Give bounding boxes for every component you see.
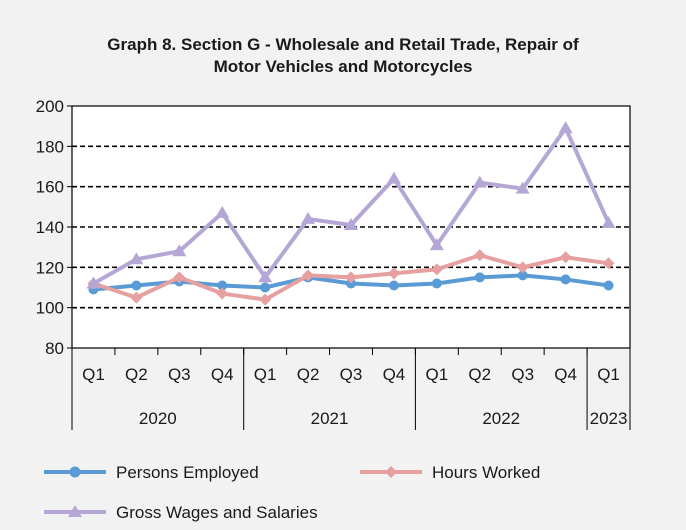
y-tick-label-200: 200	[36, 97, 64, 116]
data-point-triangle	[258, 270, 273, 283]
x-group-label-year: 2021	[311, 409, 349, 428]
data-point-triangle	[301, 211, 316, 224]
y-tick-label-80: 80	[45, 339, 64, 358]
chart-title: Graph 8. Section G - Wholesale and Retai…	[0, 34, 686, 78]
data-point-diamond	[216, 287, 229, 300]
x-tick-label-quarter: Q4	[554, 365, 577, 384]
legend-label: Persons Employed	[116, 463, 259, 482]
y-tick-label-140: 140	[36, 218, 64, 237]
x-tick-label-quarter: Q4	[211, 365, 234, 384]
data-point-circle	[603, 280, 614, 291]
data-point-circle	[131, 280, 142, 291]
x-tick-label-quarter: Q3	[340, 365, 363, 384]
data-point-triangle	[429, 238, 444, 251]
data-point-diamond	[130, 291, 143, 304]
data-point-triangle	[215, 205, 230, 218]
legend-item-0: Persons Employed	[44, 463, 259, 482]
data-point-circle	[431, 278, 442, 289]
x-tick-label-quarter: Q2	[297, 365, 320, 384]
data-point-circle	[260, 282, 271, 293]
data-point-triangle	[558, 121, 573, 134]
y-tick-label-180: 180	[36, 137, 64, 156]
x-group-label-year: 2020	[139, 409, 177, 428]
x-tick-label-quarter: Q1	[254, 365, 277, 384]
legend-marker-diamond	[385, 466, 397, 478]
x-group-label-year: 2023	[590, 409, 628, 428]
y-tick-label-160: 160	[36, 178, 64, 197]
data-point-diamond	[302, 269, 315, 282]
chart-title-line-1: Graph 8. Section G - Wholesale and Retai…	[107, 35, 579, 54]
data-point-triangle	[344, 217, 358, 230]
data-point-circle	[346, 278, 356, 289]
y-tick-label-120: 120	[36, 258, 64, 277]
data-point-diamond	[173, 271, 186, 284]
legend-label: Hours Worked	[432, 463, 540, 482]
data-point-diamond	[473, 249, 486, 262]
chart-title-line-2: Motor Vehicles and Motorcycles	[213, 57, 473, 76]
data-point-circle	[388, 280, 399, 291]
x-tick-label-quarter: Q1	[426, 365, 449, 384]
x-group-label-year: 2022	[482, 409, 520, 428]
x-tick-label-quarter: Q1	[82, 365, 105, 384]
data-point-diamond	[259, 293, 272, 306]
data-point-diamond	[559, 251, 572, 264]
data-point-circle	[517, 270, 528, 281]
data-point-diamond	[430, 263, 443, 276]
data-point-triangle	[129, 252, 144, 265]
x-tick-label-quarter: Q2	[125, 365, 148, 384]
data-point-diamond	[345, 271, 357, 284]
data-point-diamond	[387, 267, 400, 280]
data-point-triangle	[86, 276, 101, 289]
data-point-circle	[217, 280, 228, 291]
legend-item-1: Hours Worked	[360, 463, 540, 482]
data-point-triangle	[172, 244, 187, 257]
legend-label: Gross Wages and Salaries	[116, 503, 318, 522]
x-tick-label-quarter: Q3	[511, 365, 534, 384]
data-point-circle	[474, 272, 485, 283]
x-tick-label-quarter: Q2	[468, 365, 491, 384]
legend-item-2: Gross Wages and Salaries	[44, 503, 318, 522]
x-tick-label-quarter: Q1	[597, 365, 620, 384]
data-point-triangle	[601, 215, 616, 228]
data-point-circle	[560, 274, 571, 285]
legend-marker-circle	[69, 466, 81, 478]
data-point-triangle	[386, 171, 401, 184]
y-tick-label-100: 100	[36, 299, 64, 318]
legend-marker-triangle	[68, 505, 82, 517]
x-tick-label-quarter: Q4	[383, 365, 406, 384]
data-point-triangle	[515, 181, 530, 194]
data-point-diamond	[602, 257, 615, 270]
data-point-triangle	[472, 175, 487, 188]
x-tick-label-quarter: Q3	[168, 365, 191, 384]
data-point-diamond	[516, 261, 529, 274]
